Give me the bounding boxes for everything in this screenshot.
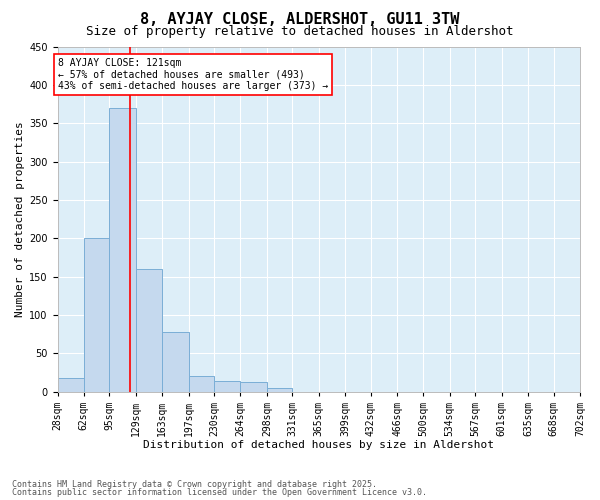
- Bar: [241, 382, 267, 392]
- Bar: [58, 378, 84, 392]
- Text: Contains HM Land Registry data © Crown copyright and database right 2025.: Contains HM Land Registry data © Crown c…: [12, 480, 377, 489]
- Bar: [84, 238, 109, 392]
- Bar: [188, 376, 214, 392]
- Text: 8, AYJAY CLOSE, ALDERSHOT, GU11 3TW: 8, AYJAY CLOSE, ALDERSHOT, GU11 3TW: [140, 12, 460, 28]
- Bar: [136, 269, 162, 392]
- Text: 8 AYJAY CLOSE: 121sqm
← 57% of detached houses are smaller (493)
43% of semi-det: 8 AYJAY CLOSE: 121sqm ← 57% of detached …: [58, 58, 329, 91]
- Text: Contains public sector information licensed under the Open Government Licence v3: Contains public sector information licen…: [12, 488, 427, 497]
- Bar: [267, 388, 292, 392]
- X-axis label: Distribution of detached houses by size in Aldershot: Distribution of detached houses by size …: [143, 440, 494, 450]
- Y-axis label: Number of detached properties: Number of detached properties: [15, 121, 25, 317]
- Bar: [162, 332, 188, 392]
- Bar: [214, 381, 241, 392]
- Bar: [109, 108, 136, 392]
- Text: Size of property relative to detached houses in Aldershot: Size of property relative to detached ho…: [86, 25, 514, 38]
